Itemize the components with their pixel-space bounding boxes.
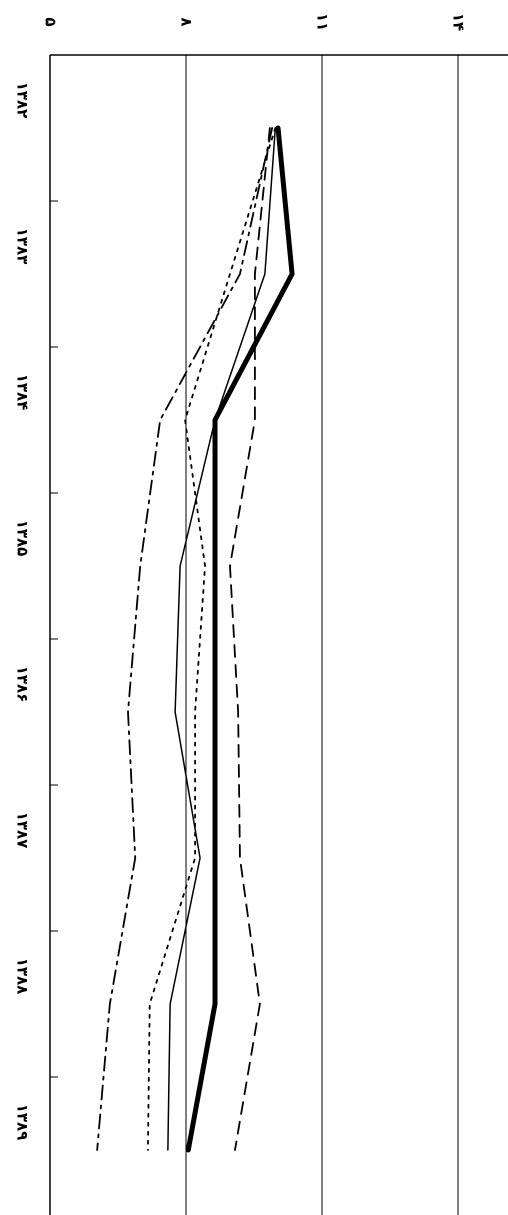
x-tick-label: ۱۳۸۹ (14, 1104, 32, 1141)
x-tick-label: ۱۳۸۶ (14, 666, 32, 703)
series-line (185, 125, 295, 1153)
y-tick-label: ۸ (178, 17, 196, 26)
series-line (147, 127, 277, 1151)
x-tick-label: ۱۳۸۴ (14, 374, 32, 411)
x-tick-label: ۱۳۸۲ (14, 82, 32, 119)
series-line (229, 127, 271, 1151)
series-line (167, 127, 277, 1151)
y-tick-label: ۱۱ (314, 13, 332, 31)
x-tick-label: ۱۳۸۸ (14, 958, 32, 995)
x-tick-label: ۱۳۸۵ (14, 520, 32, 557)
y-tick-label: ۱۴ (450, 13, 468, 31)
series-line (96, 127, 274, 1151)
x-tick-label: ۱۳۸۷ (14, 812, 32, 849)
x-tick-label: ۱۳۸۳ (14, 228, 32, 265)
y-tick-label: ۵ (42, 17, 60, 26)
